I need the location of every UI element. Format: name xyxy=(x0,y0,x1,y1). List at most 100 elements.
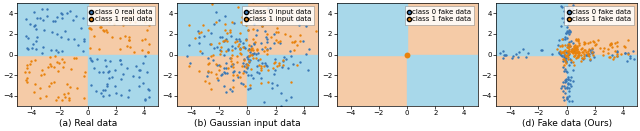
Point xyxy=(285,54,296,57)
Point xyxy=(556,5,566,7)
Point xyxy=(584,53,595,56)
Point xyxy=(241,24,252,26)
Point xyxy=(194,36,204,38)
Point xyxy=(577,51,588,53)
Point xyxy=(196,31,206,33)
Point xyxy=(248,16,259,18)
Point xyxy=(58,58,68,60)
Point xyxy=(607,58,618,60)
Point xyxy=(611,50,621,52)
Point xyxy=(209,23,219,25)
Point xyxy=(499,54,509,56)
Point xyxy=(623,39,634,41)
Point xyxy=(250,41,260,43)
Point xyxy=(273,41,284,43)
Point xyxy=(563,31,573,33)
Point xyxy=(260,36,271,38)
Point xyxy=(563,76,573,78)
Point xyxy=(140,20,150,23)
Point xyxy=(564,58,575,60)
Point xyxy=(590,44,600,46)
Point xyxy=(98,71,108,73)
Point xyxy=(228,86,238,88)
Point xyxy=(26,60,36,62)
Point xyxy=(217,36,227,38)
Point xyxy=(562,46,572,48)
Bar xyxy=(88,54,158,106)
Point xyxy=(561,71,572,73)
Point xyxy=(589,41,599,43)
Point xyxy=(566,59,576,61)
Point xyxy=(105,60,115,62)
Point xyxy=(568,51,578,53)
Point xyxy=(278,59,289,61)
Point xyxy=(206,55,216,57)
Point xyxy=(42,8,52,10)
Point xyxy=(51,33,61,35)
Point xyxy=(563,30,573,32)
Point xyxy=(564,41,574,43)
Point xyxy=(46,82,56,84)
Point xyxy=(241,63,252,66)
Point xyxy=(586,51,596,53)
Point xyxy=(22,63,32,66)
Point xyxy=(141,29,152,31)
Point xyxy=(605,56,615,58)
Point xyxy=(560,54,570,56)
Point xyxy=(563,97,573,100)
Point xyxy=(556,54,566,56)
Point xyxy=(567,50,577,52)
Point xyxy=(61,12,72,14)
Point xyxy=(256,42,266,44)
Point xyxy=(612,53,623,56)
Point xyxy=(537,49,547,51)
Point xyxy=(116,94,126,96)
Point xyxy=(254,19,264,21)
Point xyxy=(558,81,568,83)
Point xyxy=(566,16,577,18)
Point xyxy=(244,61,255,63)
Point xyxy=(279,56,289,58)
Point xyxy=(561,78,571,81)
Point xyxy=(586,58,596,60)
Point xyxy=(212,46,223,48)
Point xyxy=(558,58,568,60)
Point xyxy=(275,40,285,42)
Point xyxy=(559,92,570,94)
Point xyxy=(233,45,243,47)
Point xyxy=(563,87,573,89)
Point xyxy=(271,39,282,41)
Point xyxy=(561,61,572,63)
Point xyxy=(572,47,582,49)
Point xyxy=(561,62,571,64)
Point xyxy=(553,44,563,46)
Point xyxy=(237,42,248,44)
Point xyxy=(229,70,239,72)
Point xyxy=(559,58,570,60)
Point xyxy=(583,53,593,55)
Point xyxy=(311,30,321,32)
Point xyxy=(284,14,294,16)
Point xyxy=(277,64,287,66)
Point xyxy=(95,92,106,94)
Point xyxy=(559,10,570,12)
Point xyxy=(556,6,566,8)
Point xyxy=(563,50,573,53)
Point xyxy=(125,21,136,23)
Point xyxy=(22,47,32,49)
Point xyxy=(184,24,194,26)
Point xyxy=(257,25,267,28)
Point xyxy=(54,62,64,64)
Point xyxy=(140,38,150,40)
Point xyxy=(248,1,258,3)
Point xyxy=(289,41,300,43)
Point xyxy=(563,78,573,80)
Point xyxy=(256,82,266,84)
Point xyxy=(290,40,300,42)
Point xyxy=(564,19,574,21)
Point xyxy=(72,87,83,89)
Point xyxy=(232,54,243,57)
Point xyxy=(228,63,238,65)
X-axis label: (b) Gaussian input data: (b) Gaussian input data xyxy=(194,119,301,128)
Point xyxy=(563,83,573,85)
